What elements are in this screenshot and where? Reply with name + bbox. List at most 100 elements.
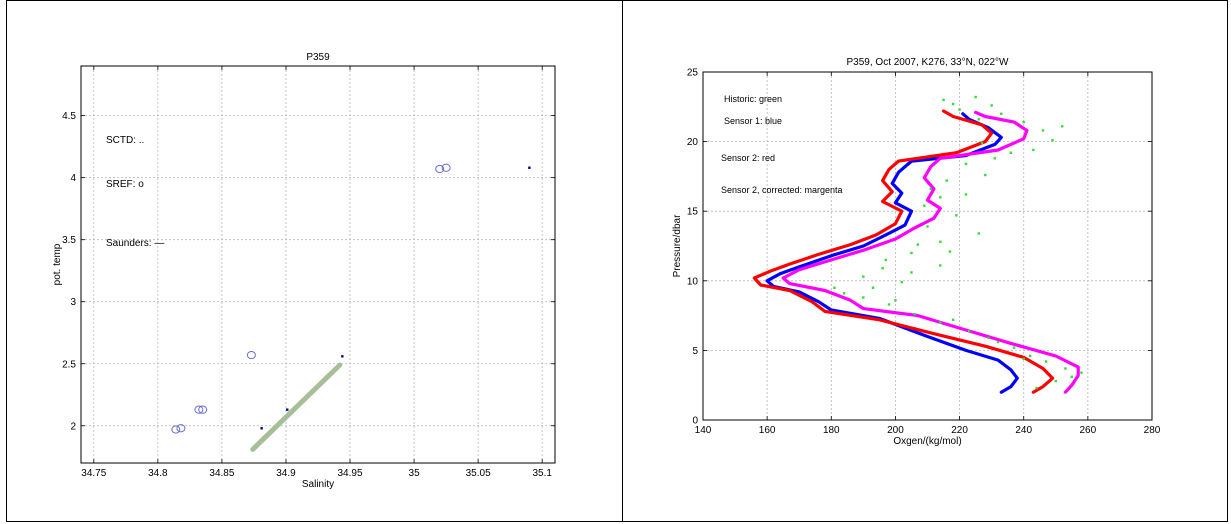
y-tick-label: 4.5 [62,111,76,122]
x-tick-label: 35.1 [532,468,552,479]
sctd-point [341,355,344,358]
figure-frame [6,0,1228,522]
sensor-2-line [752,109,1055,394]
historic-point [923,204,926,207]
historic-point [980,141,984,145]
historic-point [1012,346,1016,349]
annotation-text: Sensor 1: blue [724,116,782,126]
historic-point [926,225,929,228]
historic-point [951,102,955,106]
y-tick-label: 25 [687,68,699,79]
x-tick-label: 34.75 [81,468,106,479]
annotation-text: SREF: o [106,179,144,190]
historic-point [984,173,987,177]
historic-point [939,196,942,199]
historic-point [1051,139,1054,142]
historic-point [967,329,971,333]
y-tick-label: 5 [692,346,698,357]
historic-point [990,104,993,107]
historic-point [977,118,981,121]
x-tick-label: 35.05 [466,468,491,479]
y-tick-label: 3 [70,297,76,308]
historic-point [1000,112,1003,115]
x-tick-label: 240 [1015,425,1032,436]
historic-point [996,340,1000,344]
historic-point [842,292,846,295]
historic-point [1032,148,1035,152]
x-tick-label: 34.9 [276,468,296,479]
annotation-text: Saunders: — [106,238,164,249]
historic-point [929,187,932,191]
historic-point [964,193,968,196]
historic-point [945,179,948,182]
historic-point [977,232,981,235]
historic-point [862,296,865,299]
historic-point [1022,120,1025,124]
y-tick-label: 10 [687,276,699,287]
historic-point [948,250,952,253]
x-tick-label: 35 [409,468,421,479]
historic-point [987,336,990,340]
sref-point [176,424,186,433]
historic-point [1080,371,1083,374]
x-tick-label: 34.95 [338,468,363,479]
historic-point [974,95,977,99]
historic-point [942,98,945,102]
annotation-text: Sensor 2: red [721,153,775,163]
x-tick-label: 260 [1080,425,1097,436]
historic-point [887,303,891,306]
historic-point [913,313,916,316]
historic-point [964,162,968,166]
y-tick-label: 3.5 [62,235,76,246]
x-tick-label: 34.8 [148,468,168,479]
y-tick-label: 2.5 [62,359,76,370]
sctd-point [528,166,531,169]
y-tick-label: 0 [692,416,698,427]
historic-point [951,318,955,321]
x-tick-label: 34.85 [209,468,234,479]
panel-divider [622,0,623,522]
y-tick-label: 15 [687,207,699,218]
historic-point [894,299,897,302]
y-axis-label: pot. temp [52,243,63,285]
plot-area [80,65,556,464]
historic-point [939,240,942,244]
historic-point [833,286,836,289]
historic-point [881,267,884,270]
x-tick-label: 200 [887,425,904,436]
x-axis-label: Oxgen/(kg/mol) [893,436,961,447]
historic-point [871,286,875,289]
sref-point [171,425,181,434]
historic-point [1064,367,1067,370]
annotation-text: SCTD: .. [106,135,144,146]
sctd-point [286,408,289,411]
y-tick-label: 2 [70,421,76,432]
sref-point [194,405,204,414]
historic-point [910,251,913,255]
x-tick-label: 280 [1144,425,1161,436]
historic-point [1028,354,1032,358]
historic-point [900,280,904,284]
historic-point [939,321,942,324]
x-tick-label: 180 [823,425,840,436]
historic-point [1009,151,1013,154]
annotation-text: Sensor 2, corrected: margenta [721,185,843,195]
y-tick-label: 20 [687,137,699,148]
saunders-line [250,362,343,452]
historic-point [1054,379,1057,383]
chart-title: P359 [306,52,330,63]
historic-point [916,243,920,246]
sensor-2-corrected-line [781,110,1080,394]
sref-point [198,405,208,414]
historic-point [862,275,865,278]
historic-point [993,157,997,160]
historic-point [1070,375,1074,379]
historic-point [1035,386,1038,390]
chart-title: P359, Oct 2007, K276, 33°N, 022°W [847,57,1010,68]
historic-point [1061,125,1064,128]
x-tick-label: 220 [951,425,968,436]
x-tick-label: 140 [695,425,712,436]
historic-point [1041,129,1045,132]
